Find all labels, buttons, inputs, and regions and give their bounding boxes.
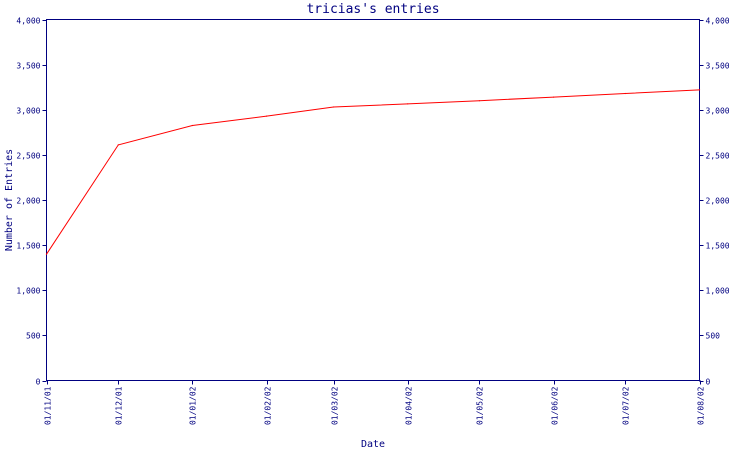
y-tick-label-right: 1,000 xyxy=(706,287,730,296)
x-tick-label: 01/03/02 xyxy=(331,386,340,425)
series-line xyxy=(46,89,700,255)
y-axis-label: Number of Entries xyxy=(4,149,15,251)
y-tick-label-right: 0 xyxy=(706,378,711,387)
data-point xyxy=(117,144,119,146)
y-tick-label-left: 1,000 xyxy=(16,287,40,296)
x-tick-label: 01/11/01 xyxy=(44,386,53,425)
x-tick-label: 01/02/02 xyxy=(264,386,273,425)
data-point xyxy=(266,115,268,117)
y-tick-label-left: 2,500 xyxy=(16,152,40,161)
y-tick-label-left: 500 xyxy=(26,332,41,341)
x-tick-label: 01/04/02 xyxy=(405,386,414,425)
x-tick-label: 01/05/02 xyxy=(476,386,485,425)
data-point xyxy=(407,103,409,105)
y-tick-label-left: 2,000 xyxy=(16,197,40,206)
x-axis: 01/11/01 01/12/01 01/01/02 01/02/02 01/03/02… xyxy=(44,380,706,425)
y-tick-label-left: 4,000 xyxy=(16,17,40,26)
x-tick-label: 01/01/02 xyxy=(189,386,198,425)
y-tick-label-right: 3,500 xyxy=(706,62,730,71)
data-point xyxy=(624,92,626,95)
y-tick-label-right: 500 xyxy=(706,332,721,341)
data-point xyxy=(45,253,48,255)
y-tick-label-right: 4,000 xyxy=(706,17,730,26)
y-tick-label-left: 1,500 xyxy=(16,242,40,251)
x-tick-label: 01/06/02 xyxy=(551,386,560,425)
data-point xyxy=(478,100,480,102)
series-layer xyxy=(45,89,701,255)
y-tick-label-left: 0 xyxy=(36,378,41,387)
y-axis-right: 0 500 1,000 1,500 2,000 2,500 3,000 3,500 4,000 xyxy=(699,17,730,387)
x-tick-label: 01/08/02 xyxy=(697,386,706,425)
y-tick-label-right: 2,000 xyxy=(706,197,730,206)
y-tick-label-left: 3,000 xyxy=(16,107,40,116)
y-tick-label-right: 1,500 xyxy=(706,242,730,251)
y-tick-label-right: 2,500 xyxy=(706,152,730,161)
x-tick-label: 01/07/02 xyxy=(622,386,631,425)
y-axis-left: 0 500 1,000 1,500 2,000 2,500 3,000 3,500 4,000 xyxy=(16,17,47,387)
y-tick-label-right: 3,000 xyxy=(706,107,730,116)
x-tick-label: 01/12/01 xyxy=(115,386,124,425)
data-point xyxy=(191,124,193,127)
y-tick-label-left: 3,500 xyxy=(16,62,40,71)
x-axis-label: Date xyxy=(361,439,385,450)
data-point xyxy=(698,89,701,91)
data-point xyxy=(332,106,335,108)
plot-frame xyxy=(46,19,700,381)
data-point xyxy=(553,96,555,98)
chart-title: tricias's entries xyxy=(306,2,439,17)
